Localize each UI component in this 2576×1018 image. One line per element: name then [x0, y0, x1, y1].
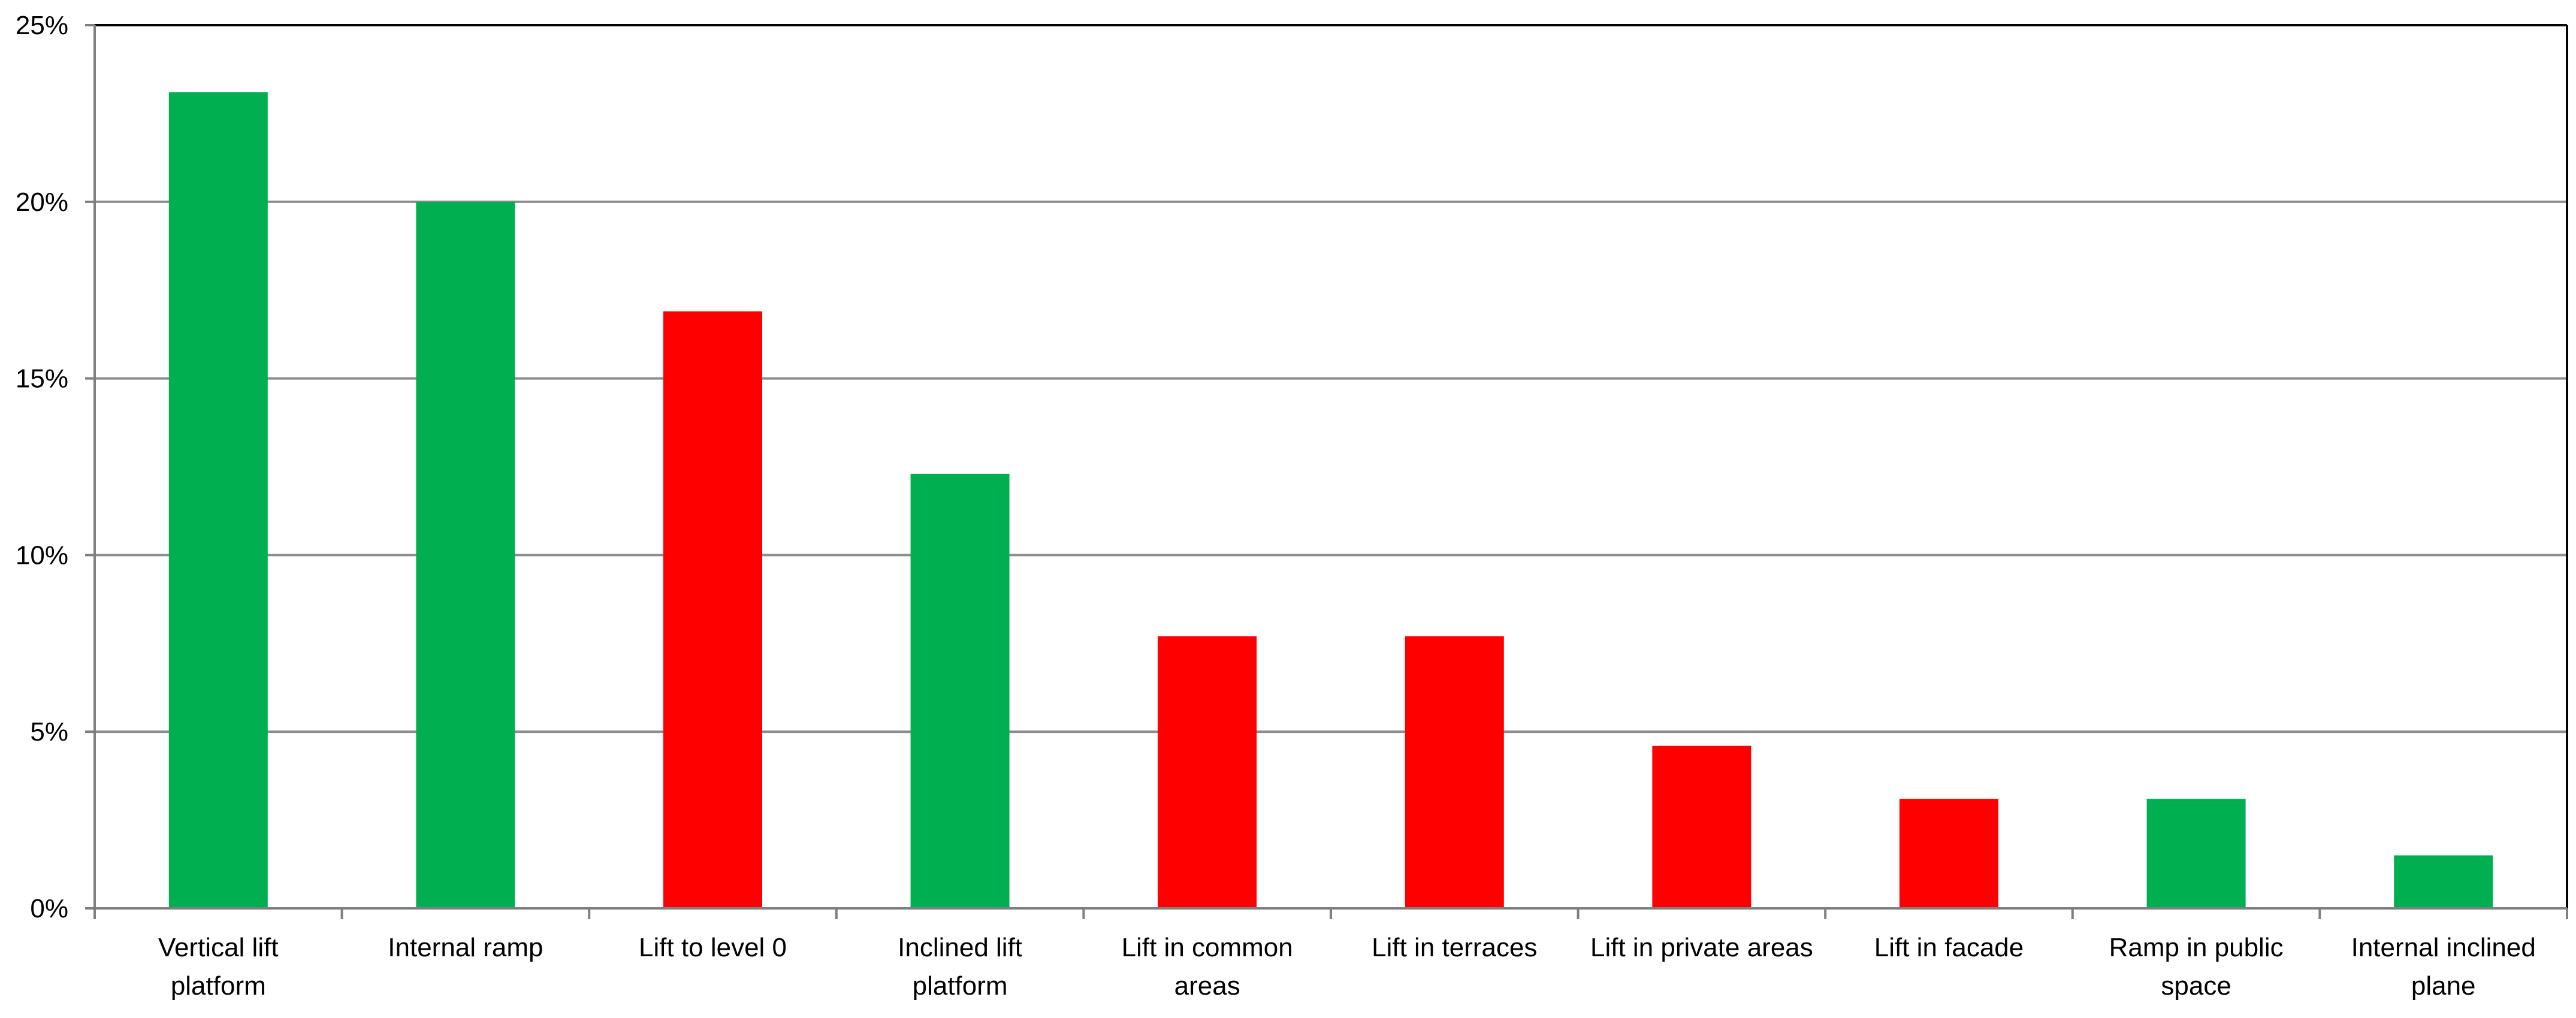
bar	[910, 473, 1010, 908]
x-category-label: Ramp in public space	[2109, 933, 2284, 1001]
bar	[663, 311, 762, 908]
x-category-label-line: platform	[171, 971, 266, 1001]
x-category-label: Inclined lift platform	[898, 933, 1022, 1001]
x-category-label: Internal ramp	[388, 933, 543, 962]
x-category-label-line: Vertical lift	[158, 933, 279, 962]
bar	[416, 201, 515, 908]
x-category-label: Internal inclined plane	[2351, 933, 2536, 1001]
bar	[168, 92, 268, 908]
y-tick-label: 20%	[16, 188, 68, 217]
y-tick-label: 5%	[30, 717, 68, 747]
y-tick-label: 0%	[30, 894, 68, 923]
x-category-label-line: areas	[1174, 971, 1240, 1001]
y-tick-label: 10%	[16, 540, 68, 570]
y-tick-label: 15%	[16, 364, 68, 394]
bars	[168, 92, 2493, 908]
x-category-label: Lift in terraces	[1372, 933, 1537, 962]
bar	[2394, 855, 2493, 908]
y-tick-labels: 0% 5% 10% 15% 20% 25%	[16, 11, 68, 923]
bar	[1158, 636, 1257, 908]
x-category-label-line: Lift in terraces	[1372, 933, 1537, 962]
bar	[1652, 745, 1751, 908]
x-category-label-line: Ramp in public	[2109, 933, 2284, 962]
x-category-label-line: Inclined lift	[898, 933, 1022, 962]
x-category-label-line: Internal inclined	[2351, 933, 2536, 962]
x-category-label-line: Internal ramp	[388, 933, 543, 962]
x-category-label-line: Lift in private areas	[1590, 933, 1813, 962]
x-category-label-line: Lift to level 0	[639, 933, 787, 962]
x-category-label-line: plane	[2411, 971, 2476, 1001]
x-category-label: Lift in facade	[1874, 933, 2024, 962]
x-category-label: Lift to level 0	[639, 933, 787, 962]
x-category-label: Lift in common areas	[1122, 933, 1293, 1001]
x-category-label-line: platform	[913, 971, 1008, 1001]
axes	[85, 24, 2568, 919]
x-category-label-line: Lift in facade	[1874, 933, 2024, 962]
bar	[1405, 636, 1504, 908]
y-tick-label: 25%	[16, 11, 68, 40]
bar	[1899, 799, 1998, 908]
x-category-label: Lift in private areas	[1590, 933, 1813, 962]
x-category-label: Vertical lift platform	[158, 933, 279, 1001]
x-category-label-line: space	[2161, 971, 2231, 1001]
bar	[2146, 799, 2246, 908]
x-category-label-line: Lift in common	[1122, 933, 1293, 962]
x-category-labels: Vertical lift platform Internal ramp Lift t…	[158, 933, 2536, 1001]
